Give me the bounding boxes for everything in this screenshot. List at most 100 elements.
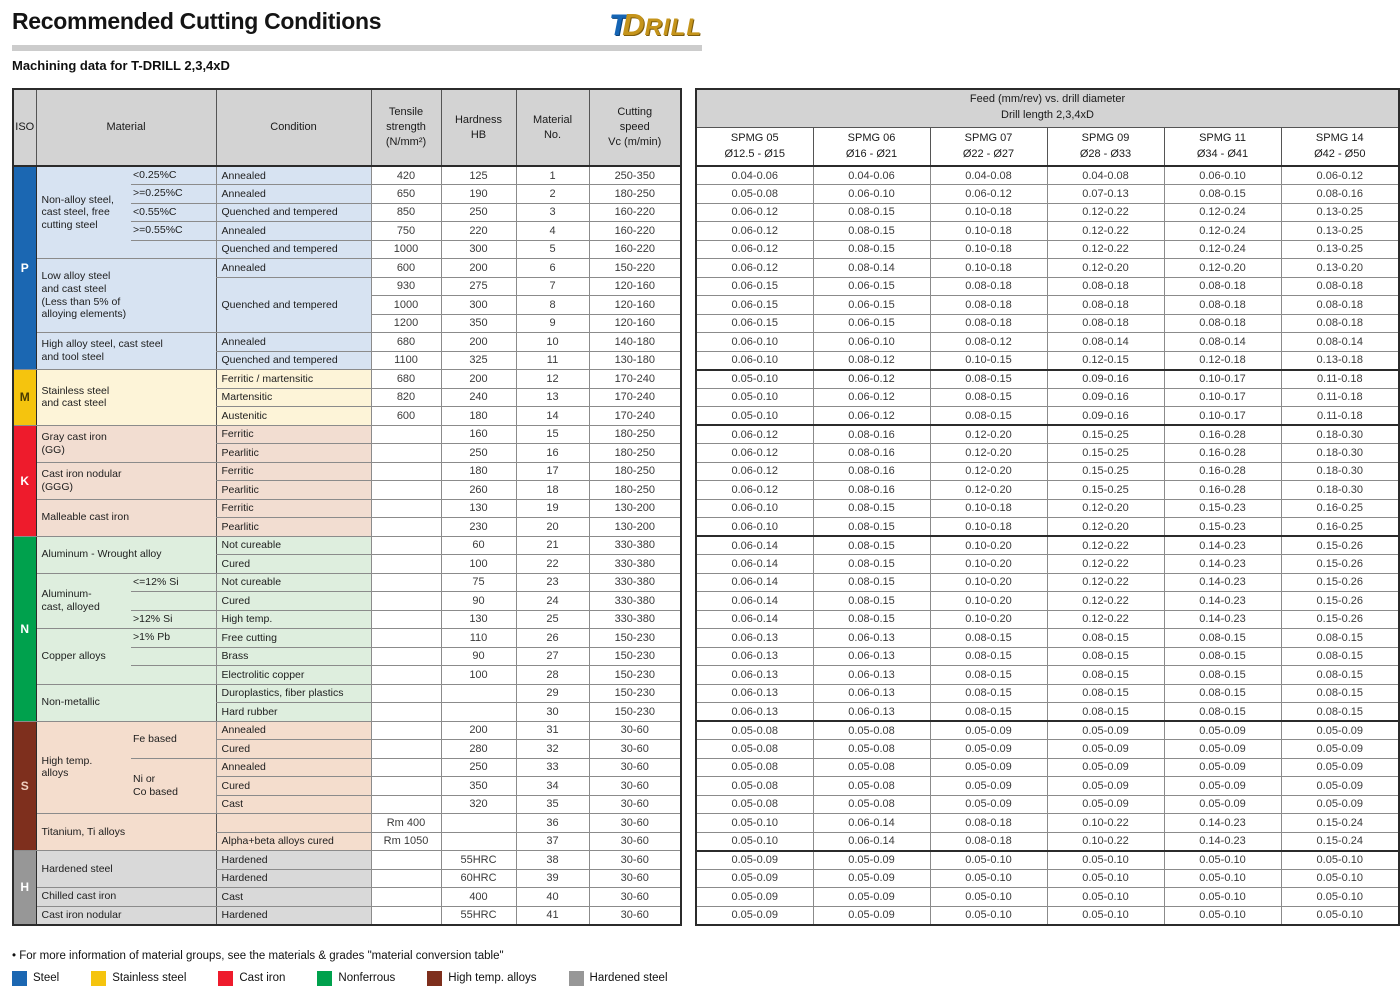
material-no-cell: 29 (515, 683, 590, 703)
feed-cell: 0.05-0.10 (1046, 905, 1165, 925)
cutting-speed-cell: 330-380 (588, 554, 682, 574)
hardness-cell: 300 (440, 239, 517, 259)
tensile-strength-cell: 680 (370, 369, 442, 389)
tensile-strength-cell (370, 591, 442, 611)
feed-cell: 0.05-0.08 (812, 739, 931, 759)
logo-letter-d: D (622, 7, 645, 42)
hardness-cell: 90 (440, 591, 517, 611)
tensile-strength-cell (370, 665, 442, 685)
condition-cell: High temp. (215, 609, 372, 629)
hardness-cell: 130 (440, 498, 517, 518)
hardness-cell: 200 (440, 369, 517, 389)
condition-cell: Quenched and tempered (215, 276, 372, 333)
tensile-strength-cell: Rm 1050 (370, 831, 442, 851)
material-no-cell: 20 (515, 517, 590, 537)
feed-cell: 0.10-0.20 (929, 572, 1048, 592)
feed-row-7: 0.06-0.15 0.06-0.15 0.08-0.18 0.08-0.18 0.08… (695, 276, 1400, 296)
page-header: Recommended Cutting Conditions TDRILL (12, 8, 702, 41)
col-header-spmg-06: SPMG 06 Ø16 - Ø21 (812, 126, 931, 167)
feed-cell: 0.05-0.09 (1163, 776, 1282, 796)
feed-cell: 0.15-0.26 (1280, 554, 1400, 574)
feed-cell: 0.06-0.14 (695, 554, 814, 574)
iso-band-P: P (12, 165, 37, 370)
feed-cell: 0.06-0.12 (812, 406, 931, 426)
col-header-material: Material (35, 88, 217, 167)
feed-cell: 0.06-0.12 (1280, 165, 1400, 185)
tensile-strength-cell (370, 702, 442, 722)
feed-cell: 0.06-0.12 (695, 443, 814, 463)
feed-cell: 0.08-0.16 (1280, 184, 1400, 204)
feed-cell: 0.05-0.10 (1280, 868, 1400, 888)
feed-row-22: 0.06-0.14 0.08-0.15 0.10-0.20 0.12-0.22 0.14… (695, 554, 1400, 574)
feed-cell: 0.10-0.22 (1046, 813, 1165, 833)
material-cell: Aluminum - Wrought alloy (35, 535, 216, 574)
feed-cell: 0.06-0.15 (695, 276, 814, 296)
hardness-cell: 180 (440, 406, 517, 426)
cutting-speed-cell: 120-160 (588, 276, 682, 296)
feed-cell: 0.08-0.18 (1046, 276, 1165, 296)
feed-cell: 0.06-0.14 (695, 572, 814, 592)
material-no-cell: 5 (515, 239, 590, 259)
material-row-21: N Aluminum - Wrought alloy Not cureable 60 2… (12, 535, 682, 722)
legend-label: Hardened steel (589, 972, 668, 984)
feed-cell: 0.05-0.10 (929, 868, 1048, 888)
feed-cell: 0.08-0.18 (929, 313, 1048, 333)
iso-band-H: H (12, 850, 37, 925)
material-no-cell: 34 (515, 776, 590, 796)
cutting-speed-cell: 180-250 (588, 184, 682, 204)
feed-row-29: 0.06-0.13 0.06-0.13 0.08-0.15 0.08-0.15 0.08… (695, 683, 1400, 703)
spmg-diameter-range: Ø16 - Ø21 (845, 148, 898, 161)
feed-cell: 0.05-0.09 (695, 887, 814, 907)
feed-row-19: 0.06-0.10 0.08-0.15 0.10-0.18 0.12-0.20 0.15… (695, 498, 1400, 518)
spmg-name: SPMG 14 (1315, 131, 1364, 144)
tensile-strength-cell (370, 554, 442, 574)
feed-row-38: 0.05-0.09 0.05-0.09 0.05-0.10 0.05-0.10 0.05… (695, 849, 1400, 870)
spmg-diameter-range: Ø28 - Ø33 (1079, 148, 1132, 161)
material-subtype-cell: >=0.25%C (131, 184, 217, 204)
material-no-cell: 21 (515, 535, 590, 555)
material-no-cell: 27 (515, 646, 590, 666)
material-subtype-cell (131, 665, 217, 685)
feed-cell: 0.08-0.14 (1046, 332, 1165, 352)
machining-data-table: ISO Material Condition Tensile strength … (12, 88, 682, 926)
feed-cell: 0.08-0.14 (1280, 332, 1400, 352)
material-row-6: Low alloy steel and cast steel (Less tha… (13, 258, 682, 333)
material-no-cell: 36 (515, 813, 590, 833)
hardness-cell: 90 (440, 646, 517, 666)
feed-cell: 0.15-0.25 (1046, 480, 1165, 500)
material-no-cell: 3 (515, 202, 590, 222)
feed-cell: 0.05-0.09 (1046, 739, 1165, 759)
tensile-strength-cell (370, 628, 442, 648)
condition-cell: Hardened (215, 905, 372, 925)
feed-cell: 0.05-0.10 (1163, 868, 1282, 888)
feed-cell: 0.06-0.13 (812, 646, 931, 666)
cutting-speed-cell: 150-230 (588, 683, 682, 703)
spmg-name: SPMG 09 (1081, 131, 1130, 144)
feed-cell: 0.08-0.12 (812, 350, 931, 370)
spmg-diameter-range: Ø22 - Ø27 (962, 148, 1015, 161)
feed-cell: 0.10-0.18 (929, 239, 1048, 259)
feed-cell: 0.05-0.08 (812, 720, 931, 740)
hardness-cell: 240 (440, 387, 517, 407)
material-row-2: >=0.25%C Annealed 650 190 2 180-250 (13, 184, 682, 204)
material-row-1: P Non-alloy steel, cast steel, free cutti… (12, 165, 682, 370)
hardness-cell: 275 (440, 276, 517, 296)
col-header-iso: ISO (12, 88, 37, 167)
feed-cell: 0.08-0.18 (929, 813, 1048, 833)
feed-cell: 0.08-0.15 (929, 406, 1048, 426)
feed-row-11: 0.06-0.10 0.08-0.12 0.10-0.15 0.12-0.15 0.12… (695, 350, 1400, 370)
hardness-cell (440, 831, 517, 851)
feed-cell: 0.08-0.15 (812, 221, 931, 241)
feed-cell: 0.06-0.13 (812, 683, 931, 703)
condition-cell: Ferritic / martensitic (215, 369, 372, 389)
feed-cell: 0.15-0.26 (1280, 572, 1400, 592)
feed-cell: 0.12-0.20 (1046, 498, 1165, 518)
material-no-cell: 35 (515, 794, 590, 814)
tensile-strength-cell (370, 868, 442, 888)
feed-cell: 0.05-0.09 (1046, 720, 1165, 740)
feed-cell: 0.16-0.28 (1163, 443, 1282, 463)
condition-cell: Pearlitic (215, 517, 372, 537)
feed-row-41: 0.05-0.09 0.05-0.09 0.05-0.10 0.05-0.10 0.05… (695, 905, 1400, 925)
hardness-cell: 110 (440, 628, 517, 648)
feed-cell: 0.10-0.20 (929, 554, 1048, 574)
